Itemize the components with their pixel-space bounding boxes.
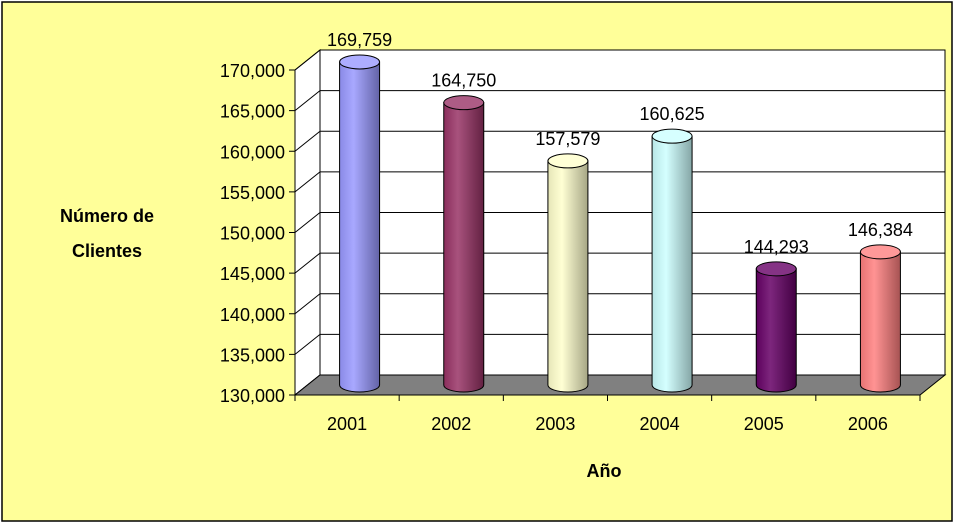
- bar-2001: [339, 54, 381, 393]
- y-tick-label: 165,000: [220, 102, 285, 122]
- y-axis-title-line2: Clientes: [72, 241, 142, 261]
- bar-body: [755, 268, 797, 393]
- x-tick-label: 2002: [431, 414, 471, 434]
- bar-body: [339, 61, 381, 393]
- gridline-side: [294, 130, 321, 152]
- y-tick-label: 140,000: [220, 305, 285, 325]
- gridline-side: [294, 293, 321, 315]
- bar-top: [755, 261, 797, 277]
- x-tick-label: 2004: [640, 414, 680, 434]
- data-label: 164,750: [431, 71, 496, 91]
- y-axis: 130,000 135,000 140,000 145,000 150,000 155,0…: [220, 61, 296, 406]
- bar-2006: [859, 244, 901, 393]
- bar-2003: [547, 153, 589, 393]
- data-label: 144,293: [744, 237, 809, 257]
- x-tick-label: 2006: [848, 414, 888, 434]
- data-labels: 169,759 164,750 157,579 160,625 144,293 146,3…: [327, 30, 913, 257]
- x-axis: 2001 2002 2003 2004 2005 2006: [294, 394, 921, 434]
- data-label: 160,625: [640, 104, 705, 124]
- y-tick-label: 145,000: [220, 264, 285, 284]
- bar-top: [547, 153, 589, 169]
- x-tick-label: 2005: [744, 414, 784, 434]
- bar-body: [443, 102, 485, 393]
- gridline-side: [294, 252, 321, 274]
- data-label: 146,384: [848, 220, 913, 240]
- y-tick-label: 150,000: [220, 224, 285, 244]
- gridline-side: [294, 49, 321, 71]
- y-tick-label: 130,000: [220, 386, 285, 406]
- bar-top: [443, 95, 485, 111]
- bars: [339, 54, 901, 393]
- y-tick-label: 155,000: [220, 183, 285, 203]
- gridline-side: [294, 212, 321, 233]
- bar-top: [339, 54, 381, 70]
- x-tick-label: 2001: [327, 414, 367, 434]
- bar-top: [651, 128, 693, 144]
- y-tick-label: 135,000: [220, 345, 285, 365]
- x-axis-title: Año: [587, 461, 622, 481]
- y-axis-title-line1: Número de: [60, 206, 154, 226]
- bar-body: [547, 160, 589, 393]
- data-label: 157,579: [535, 129, 600, 149]
- x-tick-label: 2003: [535, 414, 575, 434]
- bar-body: [651, 135, 693, 393]
- y-tick-label: 160,000: [220, 142, 285, 162]
- gridline-side: [294, 333, 321, 355]
- gridline-side: [294, 90, 321, 112]
- plot-floor: [293, 374, 947, 396]
- data-label: 169,759: [327, 30, 392, 50]
- gridline-side: [294, 171, 321, 193]
- floor: [293, 374, 947, 396]
- bar-2004: [651, 128, 693, 393]
- bar-2002: [443, 95, 485, 393]
- y-tick-label: 170,000: [220, 61, 285, 81]
- bar-top: [859, 244, 901, 260]
- bar-2005: [755, 261, 797, 393]
- bar-body: [859, 251, 901, 393]
